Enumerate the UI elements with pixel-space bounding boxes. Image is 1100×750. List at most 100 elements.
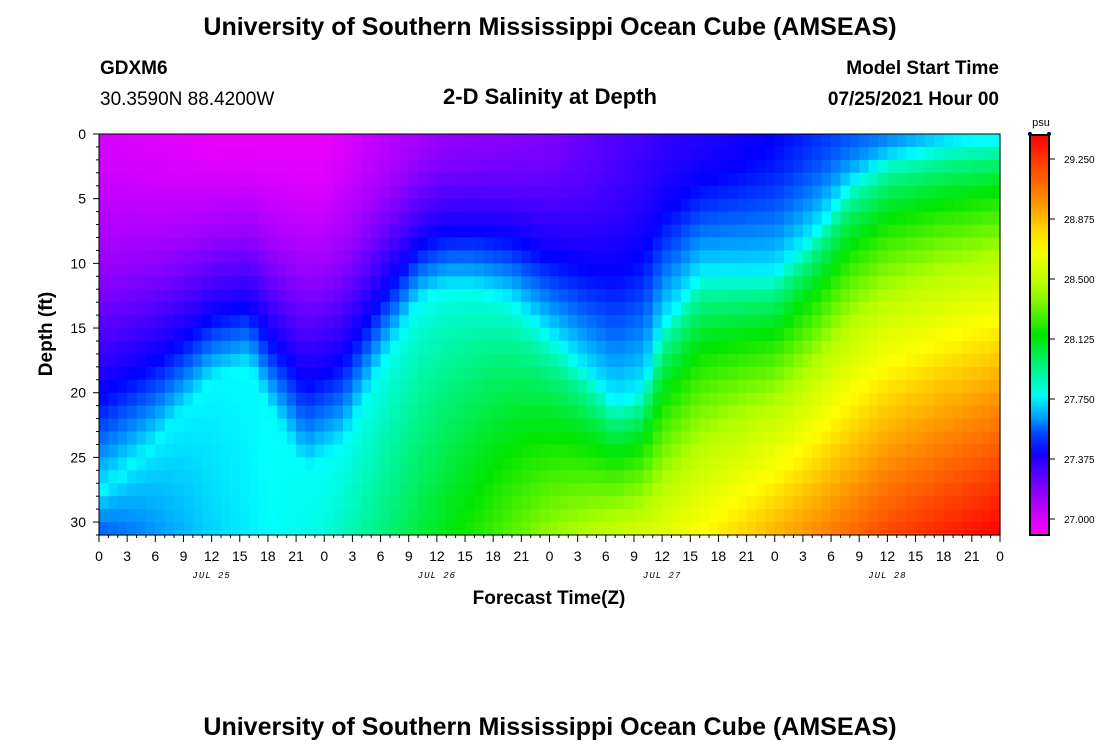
heatmap-cell: [502, 185, 513, 200]
heatmap-cell: [249, 522, 260, 536]
heatmap-cell: [727, 392, 738, 407]
heatmap-cell: [633, 315, 644, 329]
heatmap-cell: [333, 224, 344, 239]
heatmap-cell: [924, 457, 935, 471]
heatmap-cell: [774, 315, 785, 329]
heatmap-cell: [127, 405, 138, 420]
heatmap-cell: [408, 224, 419, 239]
heatmap-cell: [371, 302, 382, 316]
model-start-label: Model Start Time: [846, 58, 999, 79]
heatmap-cell: [971, 392, 982, 407]
heatmap-cell: [380, 483, 391, 497]
heatmap-cell: [652, 340, 663, 355]
heatmap-cell: [549, 328, 560, 342]
heatmap-cell: [418, 185, 429, 200]
heatmap-cell: [493, 431, 504, 446]
heatmap-cell: [633, 379, 644, 394]
heatmap-cell: [690, 509, 701, 523]
heatmap-cell: [389, 405, 400, 420]
heatmap-cell: [990, 263, 1001, 277]
heatmap-cell: [981, 276, 992, 290]
heatmap-cell: [971, 366, 982, 381]
heatmap-cell: [108, 418, 119, 433]
heatmap-cell: [343, 328, 354, 342]
heatmap-cell: [652, 483, 663, 497]
heatmap-cell: [446, 263, 457, 277]
heatmap-cell: [465, 289, 476, 303]
heatmap-cell: [455, 146, 466, 161]
heatmap-cell: [511, 418, 522, 433]
heatmap-cell: [587, 353, 598, 368]
heatmap-cell: [793, 276, 804, 290]
heatmap-cell: [746, 146, 757, 161]
heatmap-cell: [343, 470, 354, 484]
heatmap-cell: [662, 185, 673, 200]
heatmap-cell: [549, 392, 560, 407]
heatmap-cell: [765, 405, 776, 420]
heatmap-cell: [831, 289, 842, 303]
heatmap-cell: [877, 457, 888, 471]
heatmap-cell: [596, 159, 607, 174]
heatmap-cell: [530, 289, 541, 303]
heatmap-cell: [352, 134, 363, 148]
heatmap-cell: [680, 263, 691, 277]
heatmap-cell: [859, 353, 870, 368]
heatmap-cell: [596, 509, 607, 523]
heatmap-cell: [709, 418, 720, 433]
heatmap-cell: [737, 302, 748, 316]
heatmap-cell: [849, 315, 860, 329]
heatmap-cell: [202, 289, 213, 303]
heatmap-cell: [877, 340, 888, 355]
heatmap-cell: [239, 379, 250, 394]
heatmap-cell: [502, 211, 513, 226]
heatmap-cell: [164, 237, 175, 252]
heatmap-cell: [436, 418, 447, 433]
heatmap-cell: [127, 457, 138, 471]
heatmap-cell: [521, 198, 532, 213]
heatmap-cell: [202, 405, 213, 420]
heatmap-cell: [127, 211, 138, 226]
heatmap-cell: [399, 405, 410, 420]
heatmap-cell: [765, 211, 776, 226]
heatmap-cell: [530, 379, 541, 394]
heatmap-cell: [99, 392, 109, 407]
heatmap-cell: [924, 353, 935, 368]
heatmap-cell: [802, 483, 813, 497]
heatmap-cell: [277, 302, 288, 316]
heatmap-cell: [812, 366, 823, 381]
heatmap-cell: [615, 315, 626, 329]
heatmap-cell: [699, 315, 710, 329]
heatmap-cell: [746, 496, 757, 510]
heatmap-cell: [371, 315, 382, 329]
heatmap-cell: [549, 263, 560, 277]
heatmap-cell: [502, 418, 513, 433]
heatmap-cell: [774, 379, 785, 394]
heatmap-cell: [465, 134, 476, 148]
heatmap-cell: [699, 276, 710, 290]
heatmap-cell: [540, 289, 551, 303]
heatmap-cell: [436, 237, 447, 252]
heatmap-cell: [906, 418, 917, 433]
heatmap-cell: [953, 392, 964, 407]
heatmap-cell: [108, 198, 119, 213]
heatmap-cell: [408, 340, 419, 355]
heatmap-cell: [258, 353, 269, 368]
heatmap-cell: [727, 198, 738, 213]
heatmap-cell: [474, 379, 485, 394]
heatmap-cell: [624, 211, 635, 226]
heatmap-cell: [990, 340, 1001, 355]
heatmap-cell: [605, 496, 616, 510]
heatmap-cell: [136, 315, 147, 329]
heatmap-cell: [277, 172, 288, 187]
heatmap-cell: [427, 366, 438, 381]
heatmap-cell: [174, 522, 185, 536]
heatmap-cell: [746, 315, 757, 329]
heatmap-cell: [718, 185, 729, 200]
heatmap-cell: [924, 250, 935, 264]
heatmap-cell: [680, 250, 691, 264]
heatmap-cell: [962, 172, 973, 187]
heatmap-cell: [568, 276, 579, 290]
heatmap-cell: [709, 405, 720, 420]
heatmap-cell: [296, 237, 307, 252]
heatmap-cell: [887, 431, 898, 446]
